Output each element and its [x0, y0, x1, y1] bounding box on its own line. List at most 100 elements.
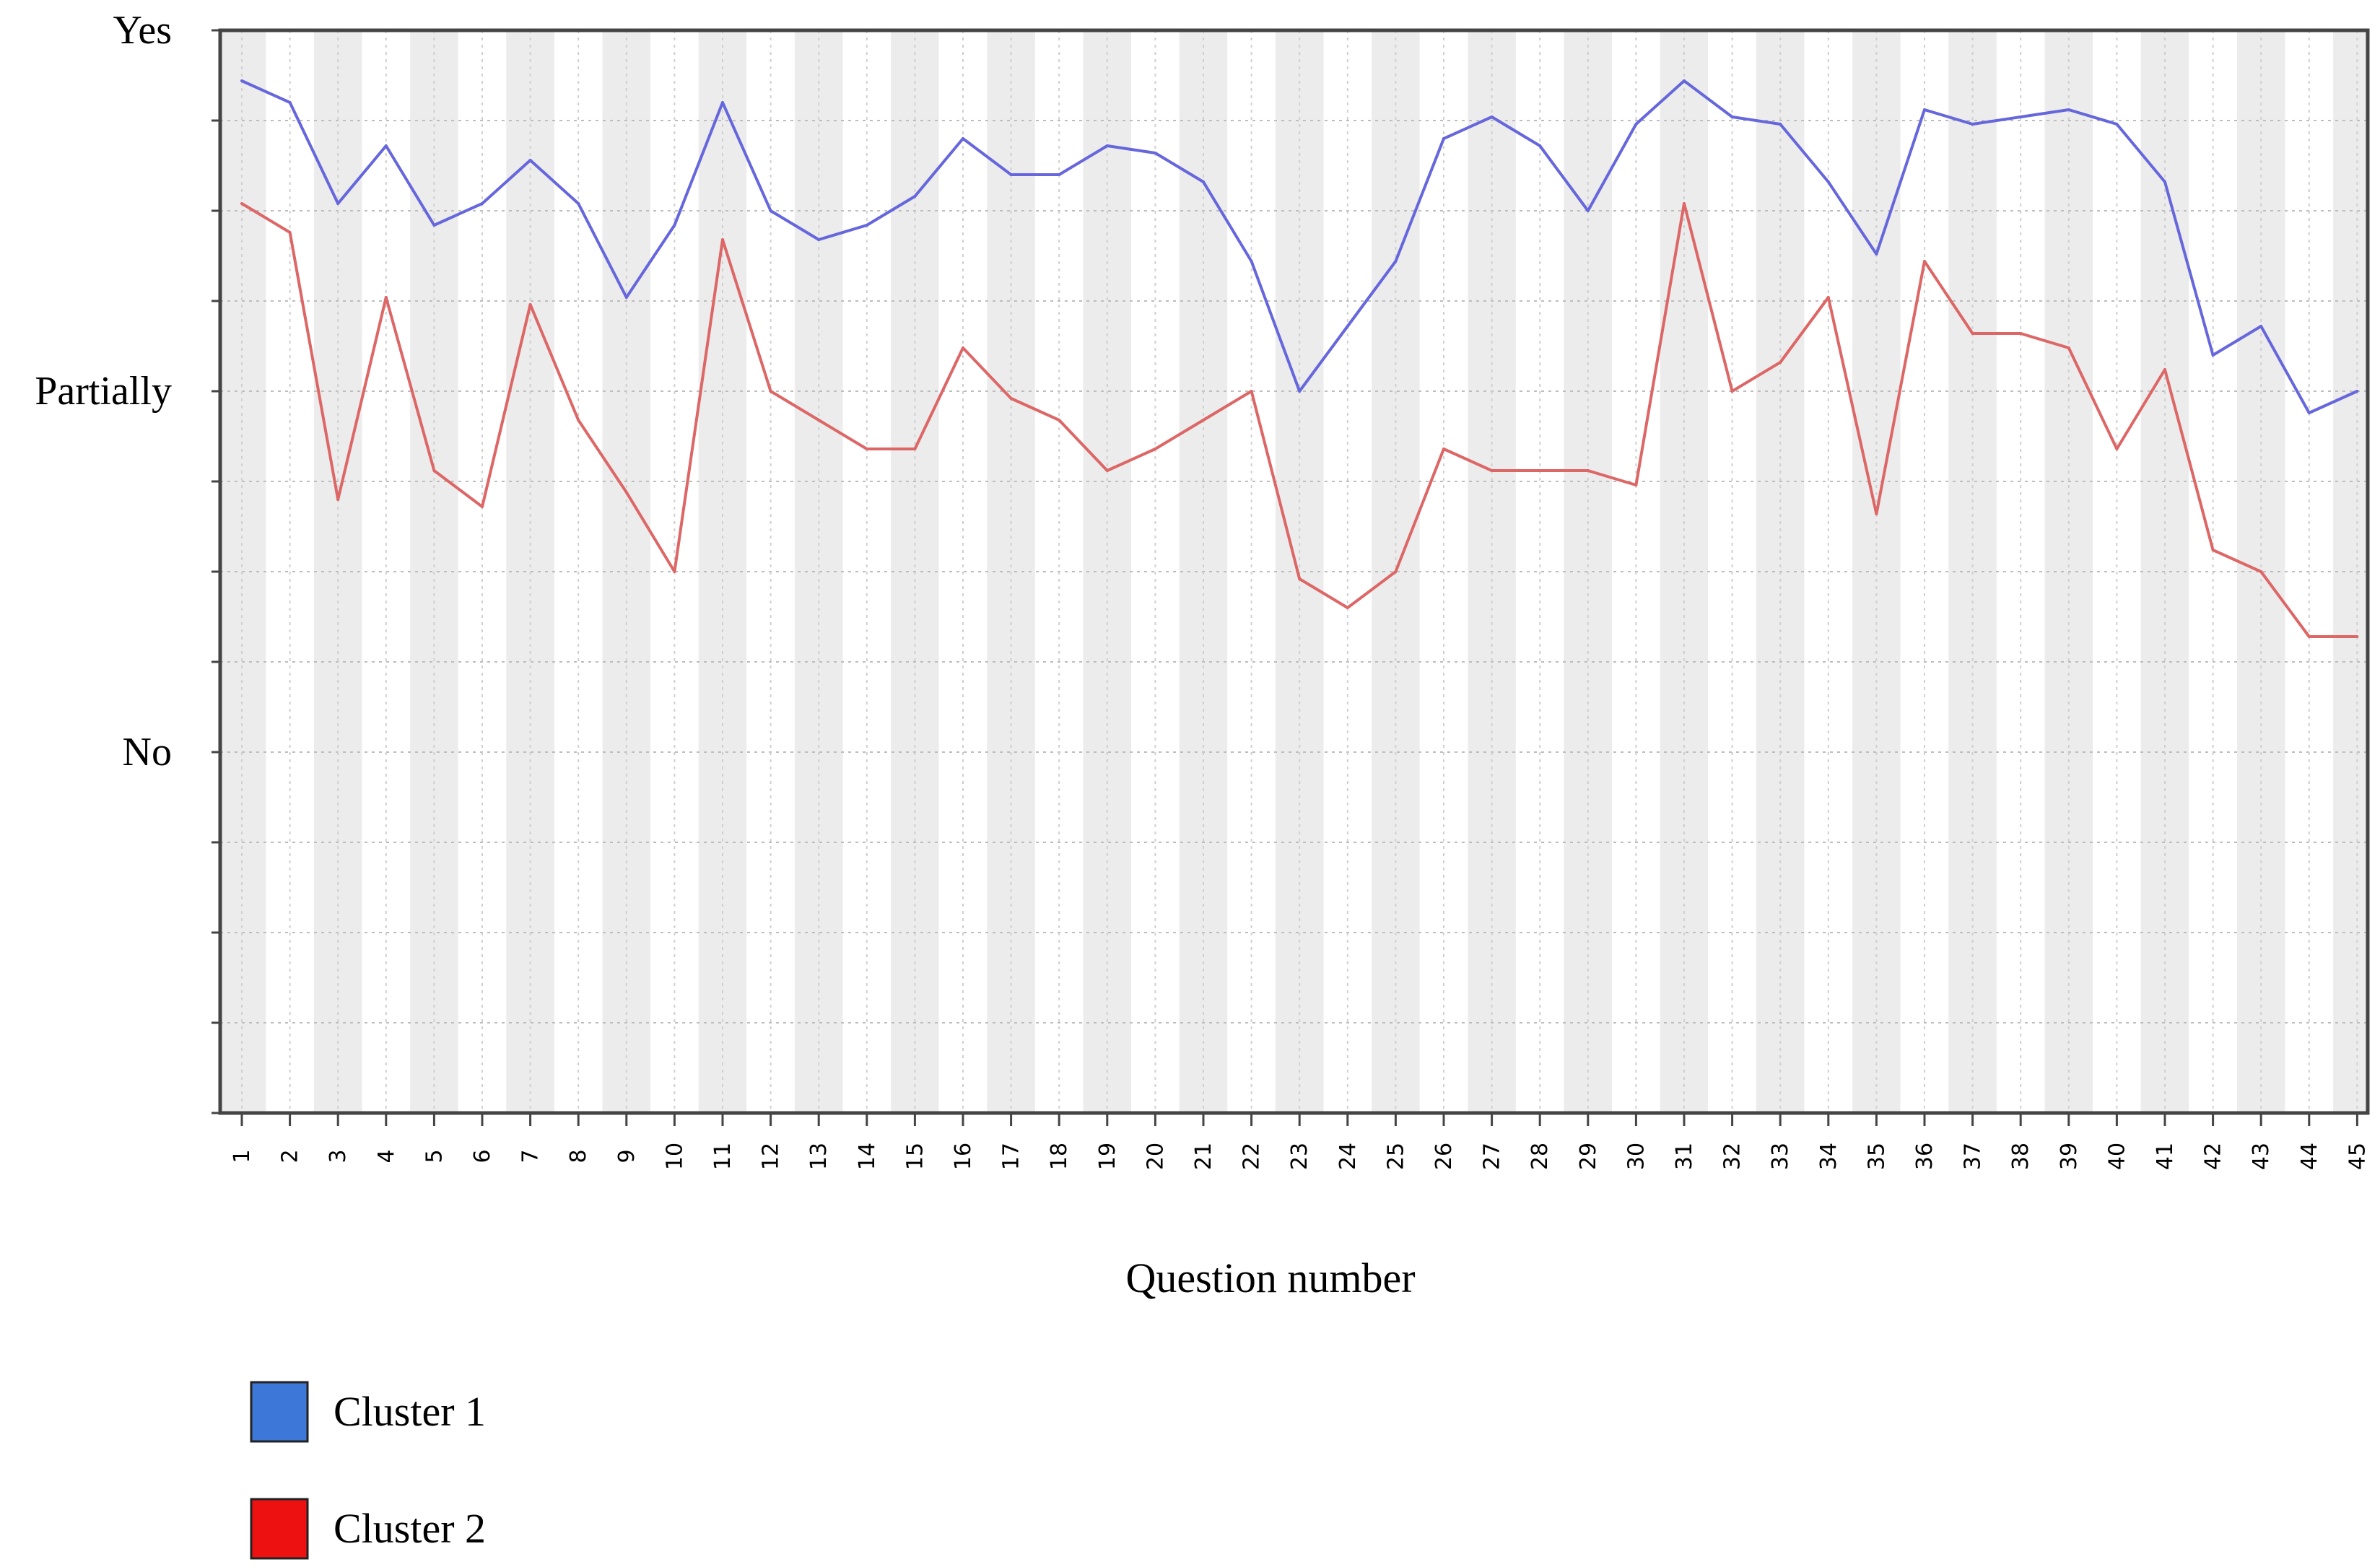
data-point-cluster-1-q18 [1058, 173, 1061, 176]
x-tick-label: 16 [951, 1143, 976, 1170]
data-point-cluster-1-q41 [2163, 180, 2166, 183]
x-tick-label: 31 [1672, 1143, 1697, 1170]
data-point-cluster-2-q23 [1298, 577, 1302, 580]
data-point-cluster-2-q44 [2307, 635, 2311, 638]
x-tick-label: 28 [1527, 1143, 1553, 1170]
data-point-cluster-1-q15 [913, 195, 917, 198]
x-tick-label: 38 [2008, 1143, 2034, 1170]
data-point-cluster-1-q24 [1346, 325, 1349, 328]
data-point-cluster-1-q38 [2019, 115, 2023, 118]
data-point-cluster-2-q18 [1058, 419, 1061, 422]
data-point-cluster-1-q8 [577, 202, 580, 205]
data-point-cluster-1-q3 [336, 202, 340, 205]
data-point-cluster-1-q1 [240, 79, 243, 82]
x-axis: 1 2 3 4 5 6 7 8 9 10 11 12 13 14 15 16 17 18 19 20 21 22 23 24 2… [230, 1113, 2370, 1170]
data-point-cluster-2-q2 [288, 231, 292, 234]
x-tick-label: 43 [2249, 1143, 2274, 1170]
x-tick-label: 13 [806, 1143, 832, 1170]
x-tick-label: 9 [614, 1149, 640, 1163]
x-tick-label: 27 [1480, 1143, 1505, 1170]
data-point-cluster-2-q10 [673, 570, 676, 573]
x-tick-label: 10 [662, 1143, 687, 1170]
x-tick-label: 32 [1720, 1143, 1745, 1170]
x-tick-label: 26 [1431, 1143, 1457, 1170]
data-point-cluster-1-q21 [1202, 180, 1205, 183]
data-point-cluster-1-q10 [673, 224, 676, 227]
x-tick-label: 45 [2345, 1143, 2370, 1170]
data-point-cluster-2-q6 [481, 505, 484, 508]
x-tick-label: 21 [1191, 1143, 1216, 1170]
data-point-cluster-2-q29 [1586, 469, 1590, 472]
data-point-cluster-1-q17 [1009, 173, 1013, 176]
x-tick-label: 44 [2297, 1143, 2322, 1170]
x-tick-label: 34 [1816, 1143, 1841, 1170]
data-point-cluster-2-q25 [1394, 570, 1398, 573]
x-tick-label: 30 [1623, 1143, 1649, 1170]
x-tick-label: 2 [278, 1149, 303, 1163]
x-tick-label: 4 [374, 1149, 399, 1163]
x-tick-label: 17 [999, 1143, 1024, 1170]
data-point-cluster-2-q41 [2163, 368, 2166, 371]
data-point-cluster-1-q5 [432, 224, 436, 227]
data-point-cluster-1-q27 [1490, 115, 1494, 118]
data-point-cluster-2-q14 [865, 448, 868, 450]
data-point-cluster-1-q39 [2067, 108, 2070, 111]
data-point-cluster-1-q16 [962, 137, 964, 140]
data-point-cluster-2-q20 [1154, 448, 1157, 450]
data-point-cluster-2-q26 [1442, 448, 1445, 450]
data-point-cluster-1-q40 [2115, 123, 2119, 126]
legend-swatch-cluster-2 [250, 1498, 309, 1560]
y-tick-label: Partially [35, 369, 172, 414]
x-tick-label: 33 [1768, 1143, 1793, 1170]
x-tick-label: 15 [902, 1143, 928, 1170]
data-point-cluster-1-q6 [481, 202, 484, 205]
x-tick-label: 18 [1047, 1143, 1072, 1170]
y-tick-label: No [123, 730, 172, 774]
data-point-cluster-1-q28 [1538, 144, 1542, 147]
data-point-cluster-1-q2 [288, 101, 292, 104]
data-point-cluster-2-q21 [1202, 419, 1205, 422]
data-point-cluster-1-q9 [624, 296, 628, 299]
x-tick-label: 23 [1287, 1143, 1312, 1170]
data-point-cluster-2-q37 [1971, 332, 1974, 335]
data-point-cluster-1-q11 [721, 101, 724, 104]
data-point-cluster-1-q43 [2259, 325, 2263, 328]
data-point-cluster-2-q24 [1346, 606, 1349, 609]
data-point-cluster-1-q4 [384, 144, 388, 147]
data-point-cluster-1-q12 [769, 209, 772, 212]
x-tick-label: 35 [1864, 1143, 1889, 1170]
data-point-cluster-1-q35 [1875, 253, 1878, 256]
x-tick-label: 39 [2057, 1143, 2082, 1170]
x-tick-label: 41 [2153, 1143, 2178, 1170]
x-tick-label: 6 [470, 1149, 495, 1163]
data-point-cluster-1-q44 [2307, 411, 2311, 414]
data-point-cluster-1-q37 [1971, 123, 1974, 126]
data-point-cluster-2-q34 [1826, 296, 1830, 299]
x-tick-label: 1 [230, 1149, 255, 1163]
data-point-cluster-2-q8 [577, 419, 580, 422]
data-point-cluster-2-q9 [624, 491, 628, 494]
x-tick-label: 11 [710, 1143, 736, 1170]
data-point-cluster-2-q28 [1538, 469, 1542, 472]
y-axis: Yes Partially No [35, 8, 220, 1114]
data-point-cluster-2-q40 [2115, 448, 2119, 450]
x-tick-label: 40 [2104, 1143, 2130, 1170]
data-point-cluster-2-q5 [432, 469, 436, 472]
x-tick-label: 25 [1383, 1143, 1408, 1170]
x-tick-label: 3 [326, 1149, 351, 1163]
x-axis-title: Question number [1125, 1254, 1415, 1301]
data-point-cluster-1-q32 [1730, 115, 1734, 118]
data-point-cluster-1-q36 [1923, 108, 1926, 111]
y-tick-label: Yes [113, 8, 172, 53]
data-point-cluster-2-q27 [1490, 469, 1494, 472]
data-point-cluster-2-q1 [240, 202, 243, 205]
x-tick-label: 8 [566, 1149, 591, 1163]
data-point-cluster-2-q31 [1683, 202, 1686, 205]
data-point-cluster-1-q19 [1105, 144, 1109, 147]
data-point-cluster-2-q30 [1634, 484, 1638, 486]
data-point-cluster-2-q12 [769, 390, 772, 393]
x-tick-label: 12 [759, 1143, 784, 1170]
x-tick-label: 29 [1576, 1143, 1601, 1170]
data-point-cluster-1-q42 [2211, 354, 2215, 357]
